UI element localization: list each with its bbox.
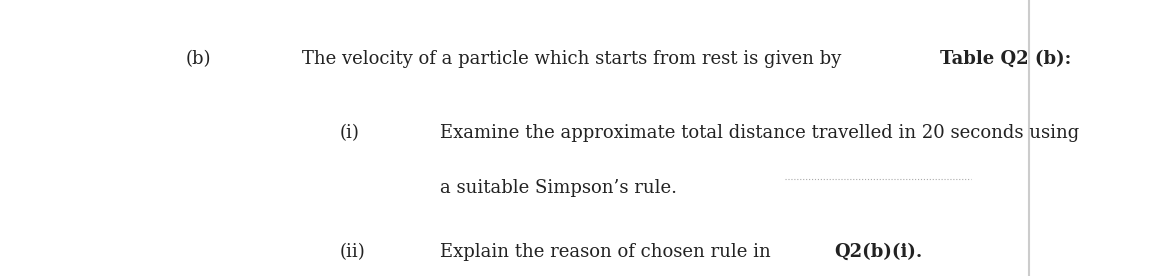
- Text: Q2(b)(i).: Q2(b)(i).: [834, 243, 922, 261]
- Text: (ii): (ii): [339, 243, 365, 261]
- Text: a suitable Simpson’s rule.: a suitable Simpson’s rule.: [440, 179, 677, 197]
- Text: Examine the approximate total distance travelled in 20 seconds using: Examine the approximate total distance t…: [440, 124, 1080, 142]
- Text: (b): (b): [186, 50, 212, 68]
- Text: The velocity of a particle which starts from rest is given by: The velocity of a particle which starts …: [302, 50, 847, 68]
- Text: (i): (i): [339, 124, 359, 142]
- Text: Explain the reason of chosen rule in: Explain the reason of chosen rule in: [440, 243, 777, 261]
- Text: Table Q2 (b):: Table Q2 (b):: [941, 50, 1072, 68]
